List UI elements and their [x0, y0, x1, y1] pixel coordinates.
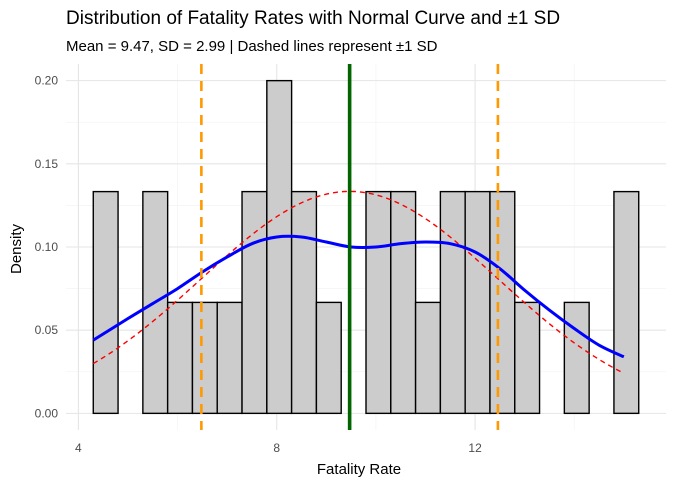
- normal-curve: [92, 190, 625, 374]
- histogram-bar: [390, 190, 417, 415]
- y-tick-label: 0.05: [35, 323, 59, 337]
- histogram-bar: [414, 301, 442, 415]
- histogram-bar: [216, 301, 243, 415]
- histogram-bar: [613, 190, 640, 415]
- y-axis-ticks: 0.00 0.05 0.10 0.15 0.20: [35, 74, 59, 421]
- x-tick-label: 12: [468, 441, 482, 455]
- y-tick-label: 0.20: [35, 74, 59, 88]
- histogram-bar: [514, 301, 541, 415]
- y-axis-title: Density: [8, 223, 25, 274]
- x-axis-title: Fatality Rate: [317, 461, 401, 478]
- y-tick-label: 0.00: [35, 406, 59, 420]
- density-curve: [92, 234, 625, 359]
- histogram-bar: [290, 190, 318, 415]
- histogram-bar: [563, 301, 590, 415]
- histogram-bar: [365, 190, 392, 415]
- chart-subtitle: Mean = 9.47, SD = 2.99 | Dashed lines re…: [66, 38, 438, 55]
- x-axis-ticks: 4 8 12: [75, 441, 482, 455]
- histogram-bar: [489, 190, 516, 415]
- curves: [92, 190, 625, 374]
- x-tick-label: 4: [75, 441, 82, 455]
- reference-lines: [200, 64, 500, 430]
- chart-title: Distribution of Fatality Rates with Norm…: [66, 8, 560, 29]
- histogram-bar: [92, 190, 119, 415]
- y-tick-label: 0.15: [35, 157, 59, 171]
- histogram-bar: [241, 190, 268, 415]
- histogram-bar: [315, 301, 342, 415]
- histogram-bar: [266, 79, 293, 415]
- histogram-bar: [464, 190, 491, 415]
- histogram-bar: [191, 301, 218, 415]
- histogram-bar: [439, 190, 466, 415]
- x-tick-label: 8: [273, 441, 280, 455]
- histogram-bars: [92, 79, 640, 415]
- y-tick-label: 0.10: [35, 240, 59, 254]
- histogram-bar: [166, 301, 194, 415]
